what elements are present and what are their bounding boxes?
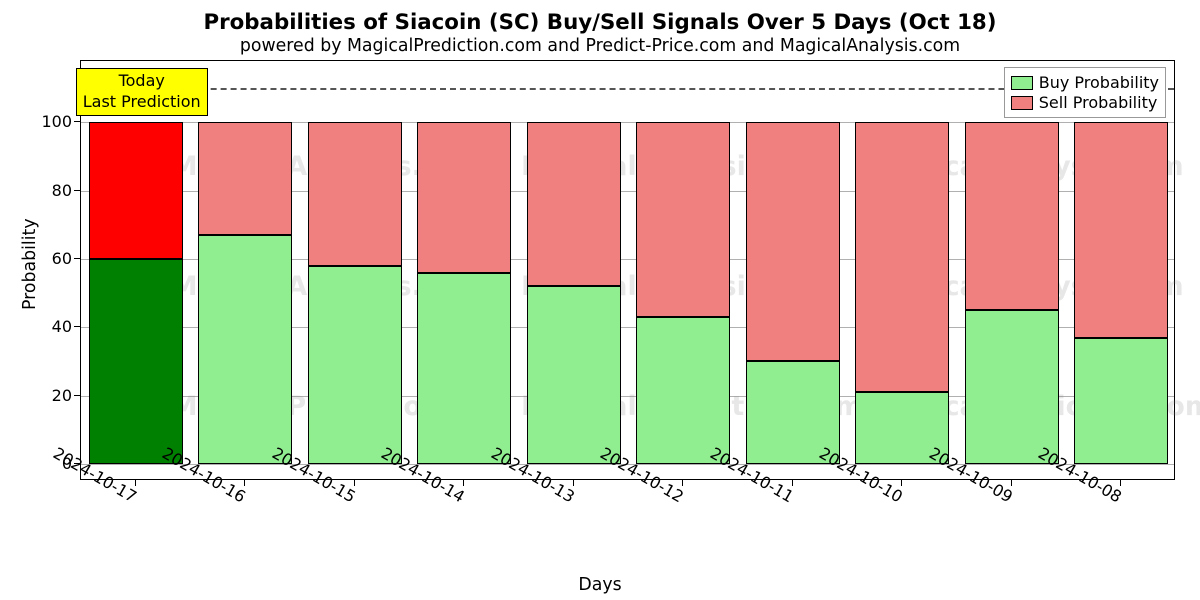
ytick-label: 80 <box>32 181 72 200</box>
sell-bar <box>965 122 1059 310</box>
sell-bar <box>308 122 402 265</box>
ytick-label: 60 <box>32 249 72 268</box>
chart-figure: Probabilities of Siacoin (SC) Buy/Sell S… <box>0 0 1200 600</box>
buy-bar <box>527 286 621 464</box>
annotation-line: Last Prediction <box>83 92 201 113</box>
xtick-mark <box>682 480 683 486</box>
legend-item: Sell Probability <box>1011 93 1159 112</box>
legend-item: Buy Probability <box>1011 73 1159 92</box>
ytick-label: 20 <box>32 386 72 405</box>
xtick-mark <box>1011 480 1012 486</box>
sell-bar <box>527 122 621 286</box>
legend-swatch <box>1011 76 1033 90</box>
today-annotation: TodayLast Prediction <box>76 68 208 116</box>
sell-bar <box>855 122 949 392</box>
annotation-line: Today <box>83 71 201 92</box>
buy-bar <box>198 235 292 464</box>
ytick-mark <box>74 395 80 396</box>
ytick-mark <box>74 326 80 327</box>
ytick-mark <box>74 190 80 191</box>
buy-bar <box>417 273 511 464</box>
xtick-mark <box>135 480 136 486</box>
buy-bar <box>89 259 183 464</box>
xtick-mark <box>573 480 574 486</box>
x-axis-label: Days <box>0 575 1200 595</box>
xtick-mark <box>901 480 902 486</box>
buy-bar <box>636 317 730 464</box>
xtick-mark <box>463 480 464 486</box>
sell-bar <box>417 122 511 272</box>
buy-bar <box>1074 338 1168 464</box>
chart-subtitle: powered by MagicalPrediction.com and Pre… <box>0 36 1200 56</box>
xtick-mark <box>244 480 245 486</box>
sell-bar <box>89 122 183 259</box>
xtick-mark <box>354 480 355 486</box>
chart-title: Probabilities of Siacoin (SC) Buy/Sell S… <box>0 10 1200 35</box>
sell-bar <box>746 122 840 361</box>
buy-bar <box>965 310 1059 464</box>
sell-bar <box>198 122 292 235</box>
sell-bar <box>636 122 730 317</box>
ytick-mark <box>74 258 80 259</box>
xtick-mark <box>1120 480 1121 486</box>
ytick-label: 40 <box>32 317 72 336</box>
ytick-mark <box>74 121 80 122</box>
plot-area: MagicalAnalysis.comMagicalAnalysis.comMa… <box>80 60 1175 480</box>
ytick-label: 100 <box>32 112 72 131</box>
legend: Buy ProbabilitySell Probability <box>1004 67 1166 118</box>
legend-swatch <box>1011 96 1033 110</box>
sell-bar <box>1074 122 1168 337</box>
buy-bar <box>308 266 402 464</box>
legend-label: Sell Probability <box>1039 93 1158 112</box>
xtick-mark <box>792 480 793 486</box>
legend-label: Buy Probability <box>1039 73 1159 92</box>
